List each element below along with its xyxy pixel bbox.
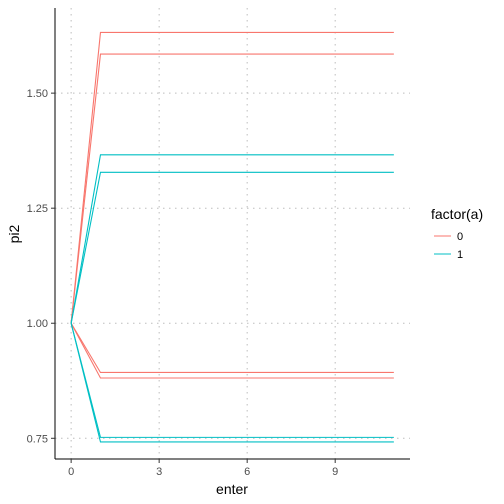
legend-entries: 01 — [434, 231, 463, 261]
series-line-1 — [70, 31, 394, 324]
series-line-3 — [70, 322, 394, 374]
x-axis-title: enter — [216, 481, 248, 497]
series-line-6 — [70, 171, 394, 324]
series-line-8 — [70, 323, 394, 443]
legend-label-0: 0 — [457, 231, 463, 243]
y-tick-label: 1.50 — [27, 88, 48, 100]
y-tick-label: 0.75 — [27, 433, 48, 445]
x-tick-label: 0 — [68, 466, 74, 478]
x-tick-label: 9 — [332, 466, 338, 478]
legend: factor(a) 01 — [431, 206, 483, 261]
x-tick-label: 3 — [156, 466, 162, 478]
series-line-4 — [70, 322, 394, 379]
x-axis-ticks: 0 3 6 9 — [68, 459, 338, 478]
series-lines — [70, 31, 394, 443]
y-tick-label: 1.25 — [27, 203, 48, 215]
y-axis-title: pi2 — [6, 224, 22, 243]
legend-label-1: 1 — [457, 249, 463, 261]
x-tick-label: 6 — [244, 466, 250, 478]
grid — [55, 8, 410, 459]
series-line-2 — [70, 53, 394, 324]
y-axis-ticks: 0.75 1.00 1.25 1.50 — [27, 88, 55, 445]
series-line-5 — [70, 154, 394, 324]
series-line-7 — [70, 323, 394, 438]
y-tick-label: 1.00 — [27, 318, 48, 330]
legend-title: factor(a) — [431, 206, 483, 222]
